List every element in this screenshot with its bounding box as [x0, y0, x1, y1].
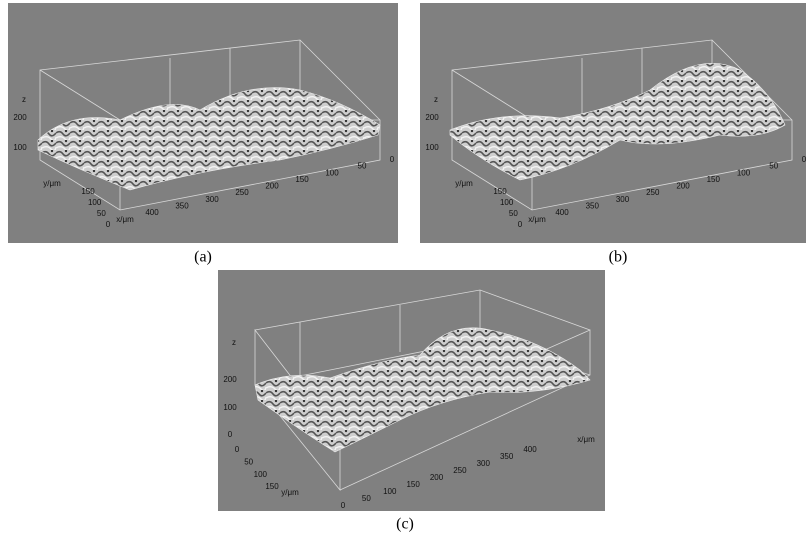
- x-tick-label: 300: [205, 195, 219, 204]
- y-tick-label: 0: [106, 220, 111, 229]
- y-tick-label: 150: [81, 187, 95, 196]
- panel-caption: (c): [396, 516, 414, 533]
- x-tick-label: 0: [390, 155, 395, 164]
- z-tick-label: 100: [13, 143, 27, 152]
- x-tick-label: 300: [616, 195, 630, 204]
- y-tick-label: 50: [97, 209, 106, 218]
- panel-caption: (a): [194, 249, 212, 266]
- x-tick-label: 350: [175, 201, 189, 210]
- x-tick-label: 250: [453, 466, 467, 475]
- x-tick-label: 150: [406, 480, 420, 489]
- x-tick-label: 50: [358, 162, 367, 171]
- x-tick-label: 0: [341, 501, 346, 510]
- y-label: y/μm: [455, 179, 473, 188]
- panel-caption: (b): [609, 249, 628, 266]
- y-tick-label: 100: [88, 198, 102, 207]
- y-tick-label: 150: [493, 187, 507, 196]
- x-tick-label: 150: [295, 175, 309, 184]
- x-tick-label: 100: [383, 487, 397, 496]
- y-label: y/μm: [43, 179, 61, 188]
- x-tick-label: 50: [769, 162, 778, 171]
- z-label: z: [232, 338, 236, 347]
- x-tick-label: 400: [523, 445, 537, 454]
- x-tick-label: 50: [362, 494, 371, 503]
- y-label: y/μm: [281, 488, 299, 497]
- z-tick-label: 200: [425, 113, 439, 122]
- x-tick-label: 200: [265, 182, 279, 191]
- y-tick-label: 0: [235, 445, 240, 454]
- x-tick-label: 200: [676, 182, 690, 191]
- z-label: z: [434, 95, 438, 104]
- z-tick-label: 0: [228, 430, 233, 439]
- x-tick-label: 150: [707, 175, 721, 184]
- x-tick-label: 200: [430, 473, 444, 482]
- y-tick-label: 100: [254, 470, 268, 479]
- x-tick-label: 350: [586, 201, 600, 210]
- y-tick-label: 100: [500, 198, 514, 207]
- x-tick-label: 250: [646, 188, 660, 197]
- x-tick-label: 400: [145, 208, 159, 217]
- z-tick-label: 100: [223, 403, 237, 412]
- x-tick-label: 400: [555, 208, 569, 217]
- z-tick-label: 200: [13, 113, 27, 122]
- y-tick-label: 50: [509, 209, 518, 218]
- x-label: x/μm: [577, 435, 595, 444]
- x-label: x/μm: [528, 215, 546, 224]
- z-label: z: [22, 95, 26, 104]
- x-tick-label: 300: [477, 459, 491, 468]
- figure: (a)z200100y/μm150100500x/μm4003503002502…: [0, 0, 806, 539]
- x-tick-label: 350: [500, 452, 514, 461]
- x-tick-label: 100: [737, 168, 751, 177]
- y-tick-label: 150: [265, 482, 279, 491]
- x-tick-label: 0: [802, 155, 806, 164]
- x-label: x/μm: [116, 215, 134, 224]
- x-tick-label: 250: [235, 188, 249, 197]
- x-tick-label: 100: [325, 168, 339, 177]
- z-tick-label: 200: [223, 375, 237, 384]
- z-tick-label: 100: [425, 143, 439, 152]
- y-tick-label: 0: [518, 220, 523, 229]
- y-tick-label: 50: [244, 457, 253, 466]
